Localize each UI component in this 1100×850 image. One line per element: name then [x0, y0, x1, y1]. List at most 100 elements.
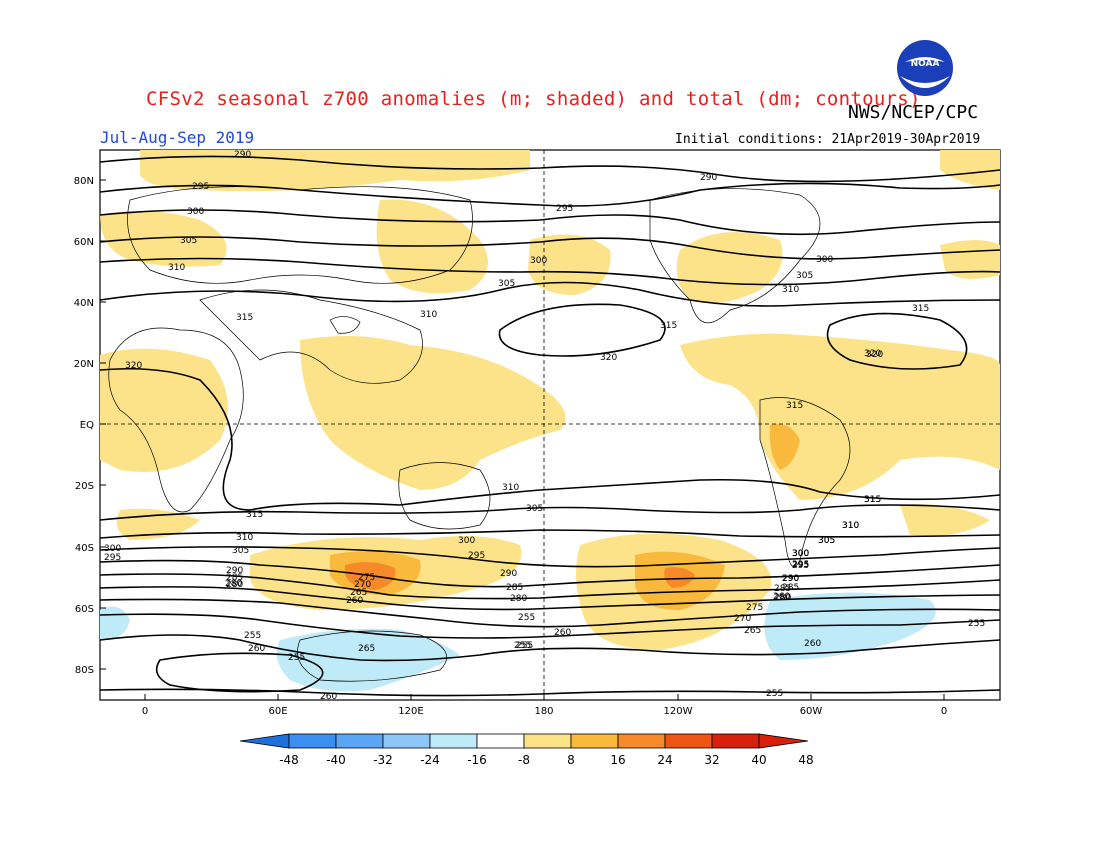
- contour-label: 300: [104, 544, 121, 554]
- contour-label: 315: [864, 495, 881, 505]
- contour-label: 290: [782, 574, 799, 584]
- contour-label: 320: [125, 361, 142, 371]
- contour-label: 300: [187, 207, 204, 217]
- colorbar-swatch: [476, 733, 525, 749]
- anomaly-patch: [900, 504, 990, 536]
- contour-label: 295: [792, 560, 809, 570]
- contour-label: 255: [514, 641, 531, 651]
- colorbar-arrow-low: [239, 733, 290, 749]
- contour-label: 260: [346, 596, 363, 606]
- contour-label: 315: [912, 304, 929, 314]
- contour-label: 280: [510, 594, 527, 604]
- anomaly-patch: [140, 150, 530, 192]
- contour-label: 295: [792, 560, 809, 570]
- contour-label: 310: [502, 483, 519, 493]
- contour-label: 255: [288, 653, 305, 663]
- anomaly-patch: [300, 336, 566, 490]
- contour-label: 280: [226, 580, 243, 590]
- lat-label: 80N: [74, 176, 94, 187]
- contour-label: 305: [796, 271, 813, 281]
- chart-title: CFSv2 seasonal z700 anomalies (m; shaded…: [146, 88, 921, 110]
- anomaly-patch: [100, 211, 227, 267]
- colorbar-swatch: [429, 733, 478, 749]
- contour-label: 300: [816, 255, 833, 265]
- latitude-axis: 80N 60N 40N 20N EQ 20S 40S 60S 80S: [74, 176, 94, 676]
- contour-label: 265: [358, 644, 375, 654]
- anomaly-patch: [664, 567, 695, 588]
- contour-label: 305: [498, 279, 515, 289]
- contour-label: 310: [168, 263, 185, 273]
- contour-label: 285: [782, 583, 799, 593]
- colorbar-label: -8: [518, 753, 530, 767]
- contour-label: 255: [516, 641, 533, 651]
- contour-label: 310: [420, 310, 437, 320]
- contour-label: 315: [660, 321, 677, 331]
- lon-label: 0: [941, 706, 947, 717]
- contour-labels: 290 295 300 305 310 315 320 300 305 310 …: [104, 150, 985, 702]
- anomaly-patch: [100, 348, 228, 472]
- contour-label: 315: [236, 313, 253, 323]
- contour-label: 290: [782, 574, 799, 584]
- contour-label: 290: [700, 173, 717, 183]
- contour-label: 305: [818, 536, 835, 546]
- contour-label: 290: [500, 569, 517, 579]
- colorbar-swatch: [523, 733, 572, 749]
- contour-label: 315: [864, 495, 881, 505]
- contour-label: 255: [766, 689, 783, 699]
- colorbar-label: 16: [610, 753, 625, 767]
- colorbar-label: -40: [326, 753, 346, 767]
- colorbar-label: 48: [798, 753, 813, 767]
- anomaly-patch: [680, 333, 1000, 500]
- contour-label: 320: [600, 353, 617, 363]
- colorbar-label: 40: [751, 753, 766, 767]
- colorbar-label: -24: [420, 753, 440, 767]
- contour-label: 255: [968, 619, 985, 629]
- contour-label: 265: [744, 626, 761, 636]
- height-contours: [100, 155, 1000, 697]
- colorbar-label: 32: [704, 753, 719, 767]
- longitude-ticks: [144, 694, 945, 700]
- contour-label: 315: [786, 401, 803, 411]
- colorbar-label: 8: [567, 753, 575, 767]
- contour-label: 300: [530, 256, 547, 266]
- contour-label: 295: [468, 551, 485, 561]
- contour-label: 305: [232, 546, 249, 556]
- contour-label: 300: [792, 549, 809, 559]
- contour-label: 260: [804, 639, 821, 649]
- contour-label: 285: [226, 573, 243, 583]
- contour-label: 295: [192, 182, 209, 192]
- contour-label: 260: [248, 644, 265, 654]
- lat-label: EQ: [80, 420, 94, 431]
- contour-label: 320: [864, 349, 881, 359]
- contour-label: 255: [518, 613, 535, 623]
- colorbar-swatch: [288, 733, 337, 749]
- colorbar-label: -32: [373, 753, 393, 767]
- contour-label: 295: [556, 204, 573, 214]
- colorbar-label: 24: [657, 753, 672, 767]
- contour-label: 270: [734, 614, 751, 624]
- lat-label: 20N: [74, 359, 94, 370]
- lat-label: 60S: [75, 604, 94, 615]
- longitude-axis: 0 60E 120E 180 120W 60W 0: [142, 706, 947, 717]
- contour-label: 310: [842, 521, 859, 531]
- contour-label: 260: [773, 592, 790, 602]
- contour-label: 260: [320, 692, 337, 702]
- contour-label: 295: [792, 561, 809, 571]
- contour-label: 305: [526, 504, 543, 514]
- colorbar-swatch: [382, 733, 431, 749]
- lat-label: 20S: [75, 481, 94, 492]
- contour-label: 300: [458, 536, 475, 546]
- contour-label: 310: [236, 533, 253, 543]
- lon-label: 60W: [800, 706, 823, 717]
- anomaly-patch: [528, 234, 611, 295]
- contour-label: 310: [782, 285, 799, 295]
- contour-label: 280: [774, 593, 791, 603]
- contour-label: 315: [246, 510, 263, 520]
- lat-label: 60N: [74, 237, 94, 248]
- lon-label: 180: [534, 706, 553, 717]
- colorbar-label: -48: [279, 753, 299, 767]
- contour-label: 285: [506, 583, 523, 593]
- lon-label: 60E: [268, 706, 287, 717]
- contour-label: 275: [358, 573, 375, 583]
- lon-label: 120E: [398, 706, 423, 717]
